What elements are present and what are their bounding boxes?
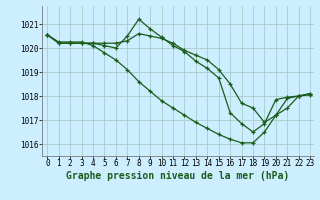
X-axis label: Graphe pression niveau de la mer (hPa): Graphe pression niveau de la mer (hPa)	[66, 171, 289, 181]
